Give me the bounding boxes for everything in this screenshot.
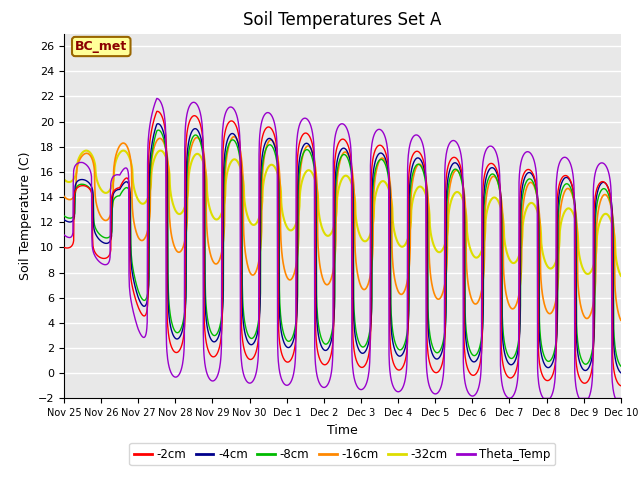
Theta_Temp [297, 119, 305, 125]
-8cm [126, 190, 134, 195]
Title: Soil Temperatures Set A: Soil Temperatures Set A [243, 11, 442, 29]
-8cm [154, 127, 162, 133]
-2cm [617, 383, 625, 389]
Line: -8cm: -8cm [64, 130, 621, 366]
-32cm [378, 179, 385, 185]
-16cm [617, 317, 625, 323]
-32cm [104, 190, 111, 195]
-8cm [103, 235, 111, 241]
-2cm [318, 360, 326, 366]
Theta_Temp [153, 96, 161, 101]
-16cm [60, 193, 68, 199]
Theta_Temp [540, 396, 547, 401]
-16cm [230, 134, 238, 140]
-8cm [318, 337, 326, 343]
Line: -4cm: -4cm [64, 124, 621, 373]
-16cm [308, 149, 316, 155]
-16cm [378, 156, 385, 161]
Legend: -2cm, -4cm, -8cm, -16cm, -32cm, Theta_Temp: -2cm, -4cm, -8cm, -16cm, -32cm, Theta_Te… [129, 443, 556, 466]
Text: BC_met: BC_met [75, 40, 127, 53]
Line: -2cm: -2cm [64, 111, 621, 386]
-32cm [308, 170, 316, 176]
-4cm [378, 150, 385, 156]
-4cm [617, 370, 625, 376]
-4cm [126, 186, 134, 192]
-32cm [297, 185, 305, 191]
Line: Theta_Temp: Theta_Temp [64, 98, 621, 398]
-8cm [60, 213, 68, 219]
-16cm [318, 274, 326, 279]
-2cm [297, 136, 305, 142]
X-axis label: Time: Time [327, 424, 358, 437]
-4cm [154, 121, 162, 127]
-2cm [378, 143, 385, 148]
-8cm [308, 155, 316, 161]
-16cm [126, 152, 134, 157]
-16cm [297, 166, 305, 171]
-4cm [297, 151, 305, 156]
-8cm [617, 363, 625, 369]
Theta_Temp [318, 384, 326, 390]
-4cm [308, 149, 316, 155]
-2cm [60, 244, 68, 250]
Theta_Temp [126, 288, 134, 294]
-4cm [318, 345, 326, 350]
Theta_Temp [308, 128, 316, 134]
Line: -32cm: -32cm [64, 151, 621, 276]
-16cm [103, 217, 111, 223]
-2cm [308, 141, 316, 146]
-2cm [126, 257, 134, 263]
Theta_Temp [60, 232, 68, 238]
-2cm [103, 255, 111, 261]
Theta_Temp [378, 127, 385, 133]
-32cm [617, 273, 625, 278]
-8cm [297, 160, 305, 166]
-32cm [318, 225, 326, 231]
-32cm [126, 156, 134, 162]
-2cm [154, 108, 161, 114]
-32cm [83, 148, 90, 154]
-4cm [103, 240, 111, 246]
-4cm [60, 217, 68, 223]
-8cm [378, 156, 385, 162]
Y-axis label: Soil Temperature (C): Soil Temperature (C) [19, 152, 32, 280]
Theta_Temp [617, 396, 625, 401]
Line: -16cm: -16cm [64, 137, 621, 320]
Theta_Temp [103, 262, 111, 267]
-32cm [60, 176, 68, 182]
